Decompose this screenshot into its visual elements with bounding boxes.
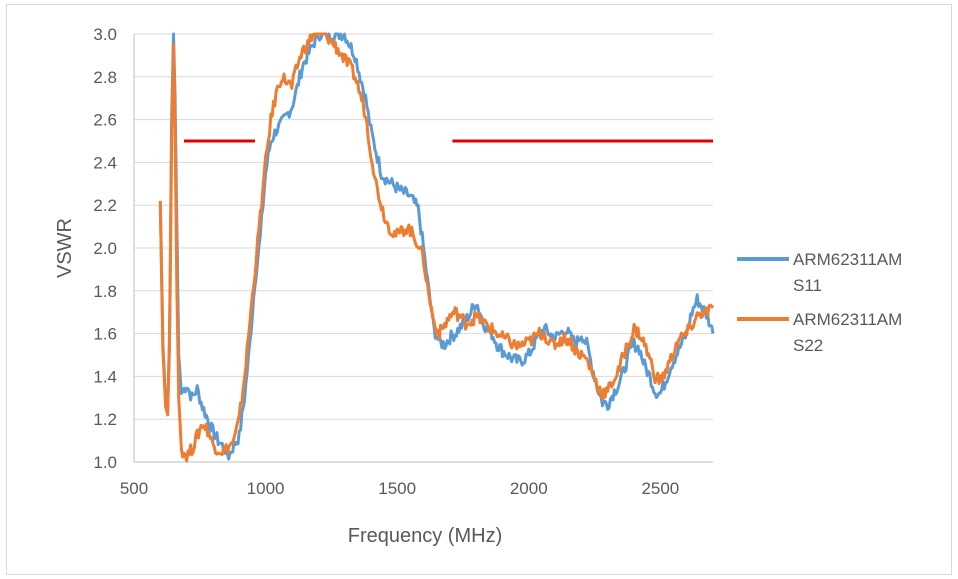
y-tick-label: 3.0 <box>93 25 117 44</box>
x-tick-label: 500 <box>120 479 148 498</box>
y-tick-label: 1.4 <box>93 367 117 386</box>
x-tick-label: 1000 <box>247 479 285 498</box>
y-tick-label: 2.6 <box>93 111 117 130</box>
legend: ARM62311AM S11 ARM62311AM S22 <box>737 250 902 355</box>
y-tick-label: 2.2 <box>93 196 117 215</box>
y-tick-label: 2.4 <box>93 153 117 172</box>
y-tick-label: 1.8 <box>93 282 117 301</box>
x-tick-label: 2500 <box>641 479 679 498</box>
x-tick-labels: 500 1000 1500 2000 2500 <box>120 479 679 498</box>
x-tick-label: 1500 <box>378 479 416 498</box>
y-tick-label: 1.6 <box>93 325 117 344</box>
legend-label-line1: ARM62311AM <box>793 250 902 269</box>
x-axis-title: Frequency (MHz) <box>348 525 502 547</box>
series-lines <box>158 32 715 463</box>
x-tick-label: 2000 <box>510 479 548 498</box>
y-tick-label: 2.0 <box>93 239 117 258</box>
legend-label-line2: S22 <box>793 336 823 355</box>
y-tick-labels: 1.0 1.2 1.4 1.6 1.8 2.0 2.2 2.4 2.6 2.8 3.0 <box>93 25 117 472</box>
y-tick-label: 2.8 <box>93 68 117 87</box>
legend-label-line1: ARM62311AM <box>793 310 902 329</box>
y-tick-label: 1.2 <box>93 410 117 429</box>
y-tick-label: 1.0 <box>93 453 117 472</box>
axes <box>133 34 713 463</box>
legend-label-line2: S11 <box>793 276 822 295</box>
series-line-s22 <box>158 32 715 463</box>
chart-frame <box>6 4 952 575</box>
y-axis-title: VSWR <box>54 218 76 278</box>
